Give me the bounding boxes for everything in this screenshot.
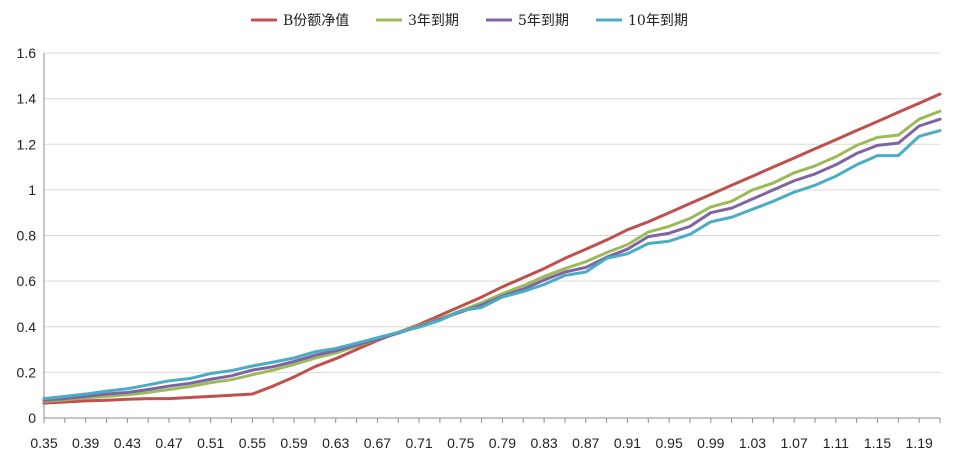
x-tick-label: 0.55 [239,435,266,451]
x-tick-label: 0.75 [447,435,474,451]
x-tick-label: 0.39 [72,435,99,451]
y-tick-label: 0.4 [17,319,37,335]
series-line [42,129,942,401]
x-tick-label: 0.95 [655,435,682,451]
x-tick-label: 0.63 [322,435,349,451]
x-tick-label: 0.99 [697,435,724,451]
legend-item: 5年到期 [486,13,569,29]
y-tick-label: 1.4 [17,91,37,107]
series-line [42,92,942,405]
x-tick-label: 0.83 [530,435,557,451]
legend-item: B份额净值 [251,13,349,29]
x-tick-label: 0.59 [280,435,307,451]
y-tick-label: 0.6 [17,273,37,289]
x-tick-label: 0.71 [405,435,432,451]
axes: 0 0.2 0.4 0.6 0.8 1 1.2 1.4 1.6 0.35 0.39 0.43 0.47 0… [17,45,941,451]
x-tick-label: 1.15 [864,435,891,451]
x-tick-label: 0.67 [364,435,391,451]
x-tick-label: 0.87 [572,435,599,451]
legend-label: 5年到期 [518,13,569,29]
series-lines [42,92,942,405]
x-tick-label: 0.43 [114,435,141,451]
legend-item: 3年到期 [376,13,459,29]
legend: B份额净值 3年到期 5年到期 10年到期 [251,13,688,29]
legend-item: 10年到期 [596,13,688,29]
legend-label: B份额净值 [283,13,349,29]
y-tick-label: 1 [28,182,36,198]
x-tick-label: 0.35 [30,435,57,451]
x-tick-label: 0.47 [155,435,182,451]
y-tick-label: 0.8 [17,228,37,244]
series-line [42,109,942,403]
series-line [42,117,942,402]
x-tick-label: 1.03 [739,435,766,451]
grid-lines [44,52,940,373]
x-tick-label: 1.11 [823,435,849,451]
x-tick-label: 0.79 [489,435,516,451]
legend-label: 10年到期 [628,13,688,29]
x-tick-label: 0.51 [197,435,224,451]
x-tick-label: 1.19 [906,435,933,451]
x-tick-label: 0.91 [614,435,641,451]
legend-label: 3年到期 [408,13,459,29]
y-tick-label: 1.2 [17,136,37,152]
y-tick-label: 0.2 [17,364,37,380]
x-tick-label: 1.07 [781,435,808,451]
y-tick-label: 1.6 [17,45,37,61]
y-tick-label: 0 [28,410,36,426]
